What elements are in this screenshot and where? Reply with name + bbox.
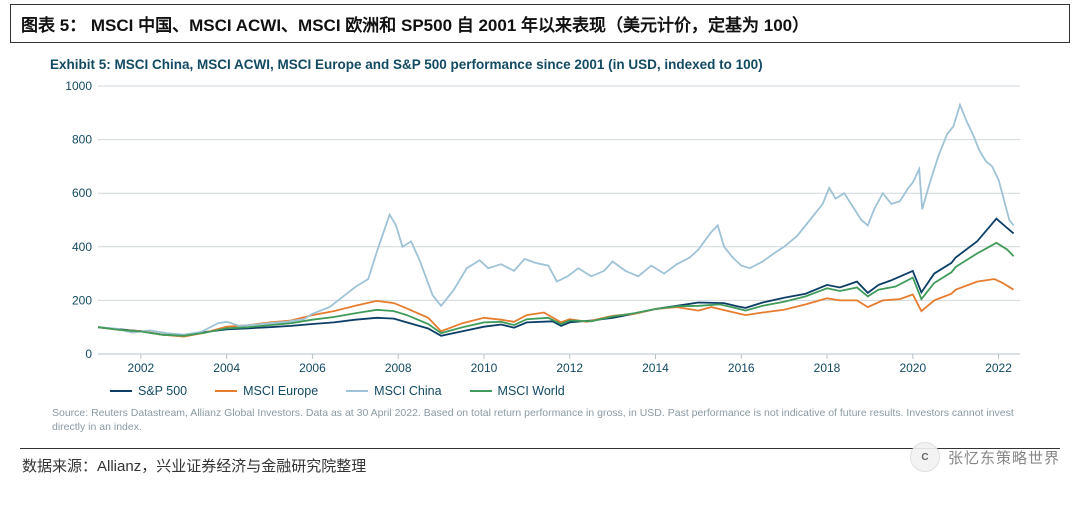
legend-swatch <box>346 390 368 393</box>
legend-label: S&P 500 <box>138 384 187 398</box>
divider-line <box>20 448 1060 449</box>
svg-text:400: 400 <box>72 240 92 254</box>
svg-text:2020: 2020 <box>899 361 926 375</box>
watermark-badge: C 张忆东策略世界 <box>910 442 1060 472</box>
legend-swatch <box>215 390 237 393</box>
svg-text:2008: 2008 <box>385 361 412 375</box>
svg-text:2010: 2010 <box>471 361 498 375</box>
svg-text:2012: 2012 <box>556 361 583 375</box>
wechat-icon: C <box>910 442 940 472</box>
svg-text:2018: 2018 <box>814 361 841 375</box>
figure-container: 图表 5： MSCI 中国、MSCI ACWI、MSCI 欧洲和 SP500 自… <box>10 4 1070 476</box>
svg-text:600: 600 <box>72 186 92 200</box>
chart-panel: Exhibit 5: MSCI China, MSCI ACWI, MSCI E… <box>50 57 1060 434</box>
legend-item: MSCI China <box>346 384 441 398</box>
source-caption: Source: Reuters Datastream, Allianz Glob… <box>52 406 1022 434</box>
legend-item: MSCI Europe <box>215 384 318 398</box>
legend-label: MSCI China <box>374 384 441 398</box>
chart-subtitle: Exhibit 5: MSCI China, MSCI ACWI, MSCI E… <box>50 57 1060 72</box>
svg-text:2022: 2022 <box>985 361 1012 375</box>
svg-text:2016: 2016 <box>728 361 755 375</box>
plot-area: 0 200 400 600 800 1000 2002 2004 2006 2008 2010 201… <box>50 78 1030 378</box>
legend-label: MSCI World <box>498 384 565 398</box>
legend-item: S&P 500 <box>110 384 187 398</box>
legend-item: MSCI World <box>470 384 565 398</box>
svg-text:1000: 1000 <box>65 79 92 93</box>
svg-text:2006: 2006 <box>299 361 326 375</box>
svg-text:2014: 2014 <box>642 361 669 375</box>
figure-header: 图表 5： MSCI 中国、MSCI ACWI、MSCI 欧洲和 SP500 自… <box>10 4 1070 43</box>
line-chart-svg: 0 200 400 600 800 1000 2002 2004 2006 2008 2010 201… <box>50 78 1030 378</box>
legend-swatch <box>110 390 132 393</box>
svg-text:0: 0 <box>85 347 92 361</box>
figure-header-title: 图表 5： MSCI 中国、MSCI ACWI、MSCI 欧洲和 SP500 自… <box>21 16 809 35</box>
bottom-caption: 数据来源：Allianz，兴业证券经济与金融研究院整理 <box>22 455 1058 476</box>
svg-text:2002: 2002 <box>128 361 155 375</box>
legend-swatch <box>470 390 492 393</box>
watermark-text: 张忆东策略世界 <box>948 447 1060 468</box>
svg-text:200: 200 <box>72 293 92 307</box>
svg-text:800: 800 <box>72 133 92 147</box>
legend-label: MSCI Europe <box>243 384 318 398</box>
chart-legend: S&P 500 MSCI Europe MSCI China MSCI World <box>110 384 1060 398</box>
svg-text:2004: 2004 <box>213 361 240 375</box>
